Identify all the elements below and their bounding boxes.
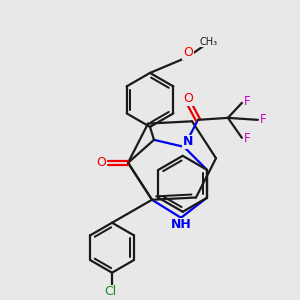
Text: NH: NH [171, 218, 191, 231]
Text: O: O [183, 92, 193, 105]
Text: CH₃: CH₃ [200, 37, 218, 47]
Text: Cl: Cl [104, 285, 116, 298]
Text: F: F [244, 95, 250, 108]
Text: F: F [244, 132, 250, 145]
Text: F: F [260, 113, 266, 126]
Text: N: N [183, 135, 193, 148]
Text: O: O [183, 46, 193, 59]
Text: O: O [96, 156, 106, 169]
